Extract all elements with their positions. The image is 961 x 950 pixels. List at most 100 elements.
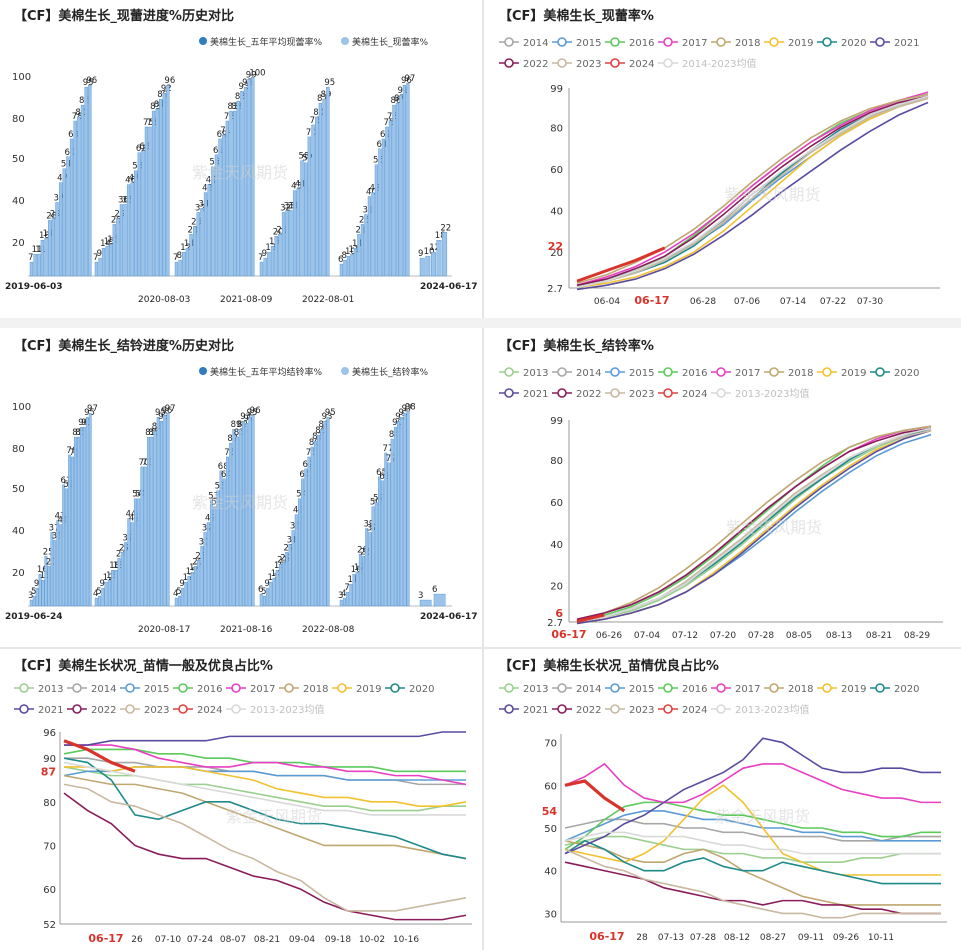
bar-value-label: 12 xyxy=(180,243,191,253)
legend-label-2021: 2021 xyxy=(894,38,919,49)
legend-marker-2013-2023均值 xyxy=(716,704,726,714)
series-line-2016 xyxy=(564,801,941,851)
bar-value-label: 4 xyxy=(93,589,98,599)
bar xyxy=(62,168,66,277)
bar xyxy=(182,251,186,277)
bar xyxy=(214,154,219,277)
legend-label-2013-2023均值: 2013-2023均值 xyxy=(250,703,325,716)
legend-marker-2023 xyxy=(610,704,620,714)
legend-label-2017: 2017 xyxy=(682,38,707,49)
bar xyxy=(225,456,229,607)
bar xyxy=(339,263,343,277)
bar-value-label: 14 xyxy=(100,239,111,249)
x-tick-label: 09-11 xyxy=(798,933,824,943)
series-line-2017 xyxy=(64,744,467,786)
bar xyxy=(320,428,324,607)
legend-label-2015: 2015 xyxy=(144,684,169,695)
bar-value-label: 9 xyxy=(97,249,102,259)
legend-label-2014: 2014 xyxy=(523,38,548,49)
y-tick-label: 40 xyxy=(12,526,25,537)
y-tick-label: 52 xyxy=(43,920,56,931)
bar-value-label: 47 xyxy=(57,174,68,184)
legend-marker-2024 xyxy=(610,58,620,68)
legend-label-2016: 2016 xyxy=(682,368,707,379)
legend-label-2019: 2019 xyxy=(788,38,813,49)
bar xyxy=(193,566,197,607)
bar xyxy=(406,83,410,277)
bar xyxy=(269,581,273,607)
bar xyxy=(433,593,446,607)
legend-marker-2014 xyxy=(72,683,82,693)
bar-value-label: 19 xyxy=(43,229,54,239)
bar xyxy=(360,224,364,277)
bar-value-label: 5 xyxy=(96,587,101,597)
legend-label-2017: 2017 xyxy=(250,684,275,695)
x-tick-label: 07-14 xyxy=(780,297,806,307)
bar xyxy=(53,540,57,607)
bar xyxy=(322,98,326,277)
bar xyxy=(343,259,347,277)
legend-marker-2015 xyxy=(557,37,567,47)
bar xyxy=(127,518,131,607)
x-tick-label: 06-04 xyxy=(594,297,620,307)
legend-label-2018: 2018 xyxy=(735,38,760,49)
legend-label-2015: 2015 xyxy=(629,368,654,379)
bar xyxy=(35,587,39,607)
bar xyxy=(251,415,255,607)
chart-crop-condition-good: 【CF】美棉生长状况_苗情优良占比% 2013 2014 2015 2016 2017 20… xyxy=(499,658,947,943)
bar xyxy=(274,236,278,277)
bar xyxy=(66,156,70,277)
bar xyxy=(148,126,152,277)
bar xyxy=(178,259,182,277)
series-line-2022 xyxy=(63,792,467,921)
bar xyxy=(174,597,178,607)
bar xyxy=(88,413,92,607)
y-tick-label: 80 xyxy=(550,123,563,134)
bar xyxy=(74,436,77,607)
bar xyxy=(85,417,89,607)
y-tick-label: 50 xyxy=(12,484,25,495)
y-tick-label: 20 xyxy=(12,238,25,249)
bar-value-label: 5 xyxy=(261,587,266,597)
legend-label-2016: 2016 xyxy=(682,684,707,695)
x-tick-label: 08-05 xyxy=(786,631,812,641)
bar xyxy=(390,438,394,607)
divider-horizontal-1 xyxy=(0,318,961,328)
bar xyxy=(315,116,319,277)
bar-value-label: 100 xyxy=(249,68,265,78)
y-tick-label: 60 xyxy=(544,781,557,792)
legend-marker-2013-2023均值 xyxy=(231,704,241,714)
bar xyxy=(123,204,127,277)
bar xyxy=(282,562,286,607)
bar xyxy=(187,575,191,607)
bar-value-label: 10 xyxy=(424,247,435,257)
legend-marker-2013 xyxy=(504,683,514,693)
bar-value-label: 7 xyxy=(93,253,98,263)
bar xyxy=(311,124,315,277)
bar-value-label: 78 xyxy=(72,112,83,122)
bar-value-label: 61 xyxy=(60,476,71,486)
bar xyxy=(55,202,59,277)
bar-value-label: 77 xyxy=(383,444,394,454)
series-line-2013 xyxy=(564,835,941,863)
x-tick-label: 08-12 xyxy=(724,933,750,943)
legend-marker-2022 xyxy=(557,704,567,714)
y-tick-label: 30 xyxy=(544,909,557,920)
bar-value-label: 97 xyxy=(405,74,416,84)
chart-crop-condition-fair-good: 【CF】美棉生长状况_苗情一般及优良占比% 2013 2014 2015 2016 201… xyxy=(14,658,472,945)
bar-value-label: 80 xyxy=(313,108,324,118)
legend-marker-2016 xyxy=(663,683,673,693)
x-tick-label: 06-17 xyxy=(88,932,123,945)
x-tick-label: 06-26 xyxy=(596,631,622,641)
bar xyxy=(300,160,304,277)
bar-value-label: 54 xyxy=(61,160,72,170)
bar xyxy=(207,184,211,277)
series-line-2013-2023均值 xyxy=(564,831,941,855)
chart-setting-boll-rate: 【CF】美棉生长_结铃率% 2013 2014 2015 2016 2017 2018 201… xyxy=(499,338,943,641)
bar xyxy=(371,506,375,607)
y-tick-label: 20 xyxy=(550,582,563,593)
bar xyxy=(243,87,248,277)
bar xyxy=(222,134,226,277)
panel-boll-squaring-history: 【CF】美棉生长_现蕾进度%历史对比 美棉生长_五年平均现蕾率% 美棉生长_现蕾率%… xyxy=(0,0,481,316)
